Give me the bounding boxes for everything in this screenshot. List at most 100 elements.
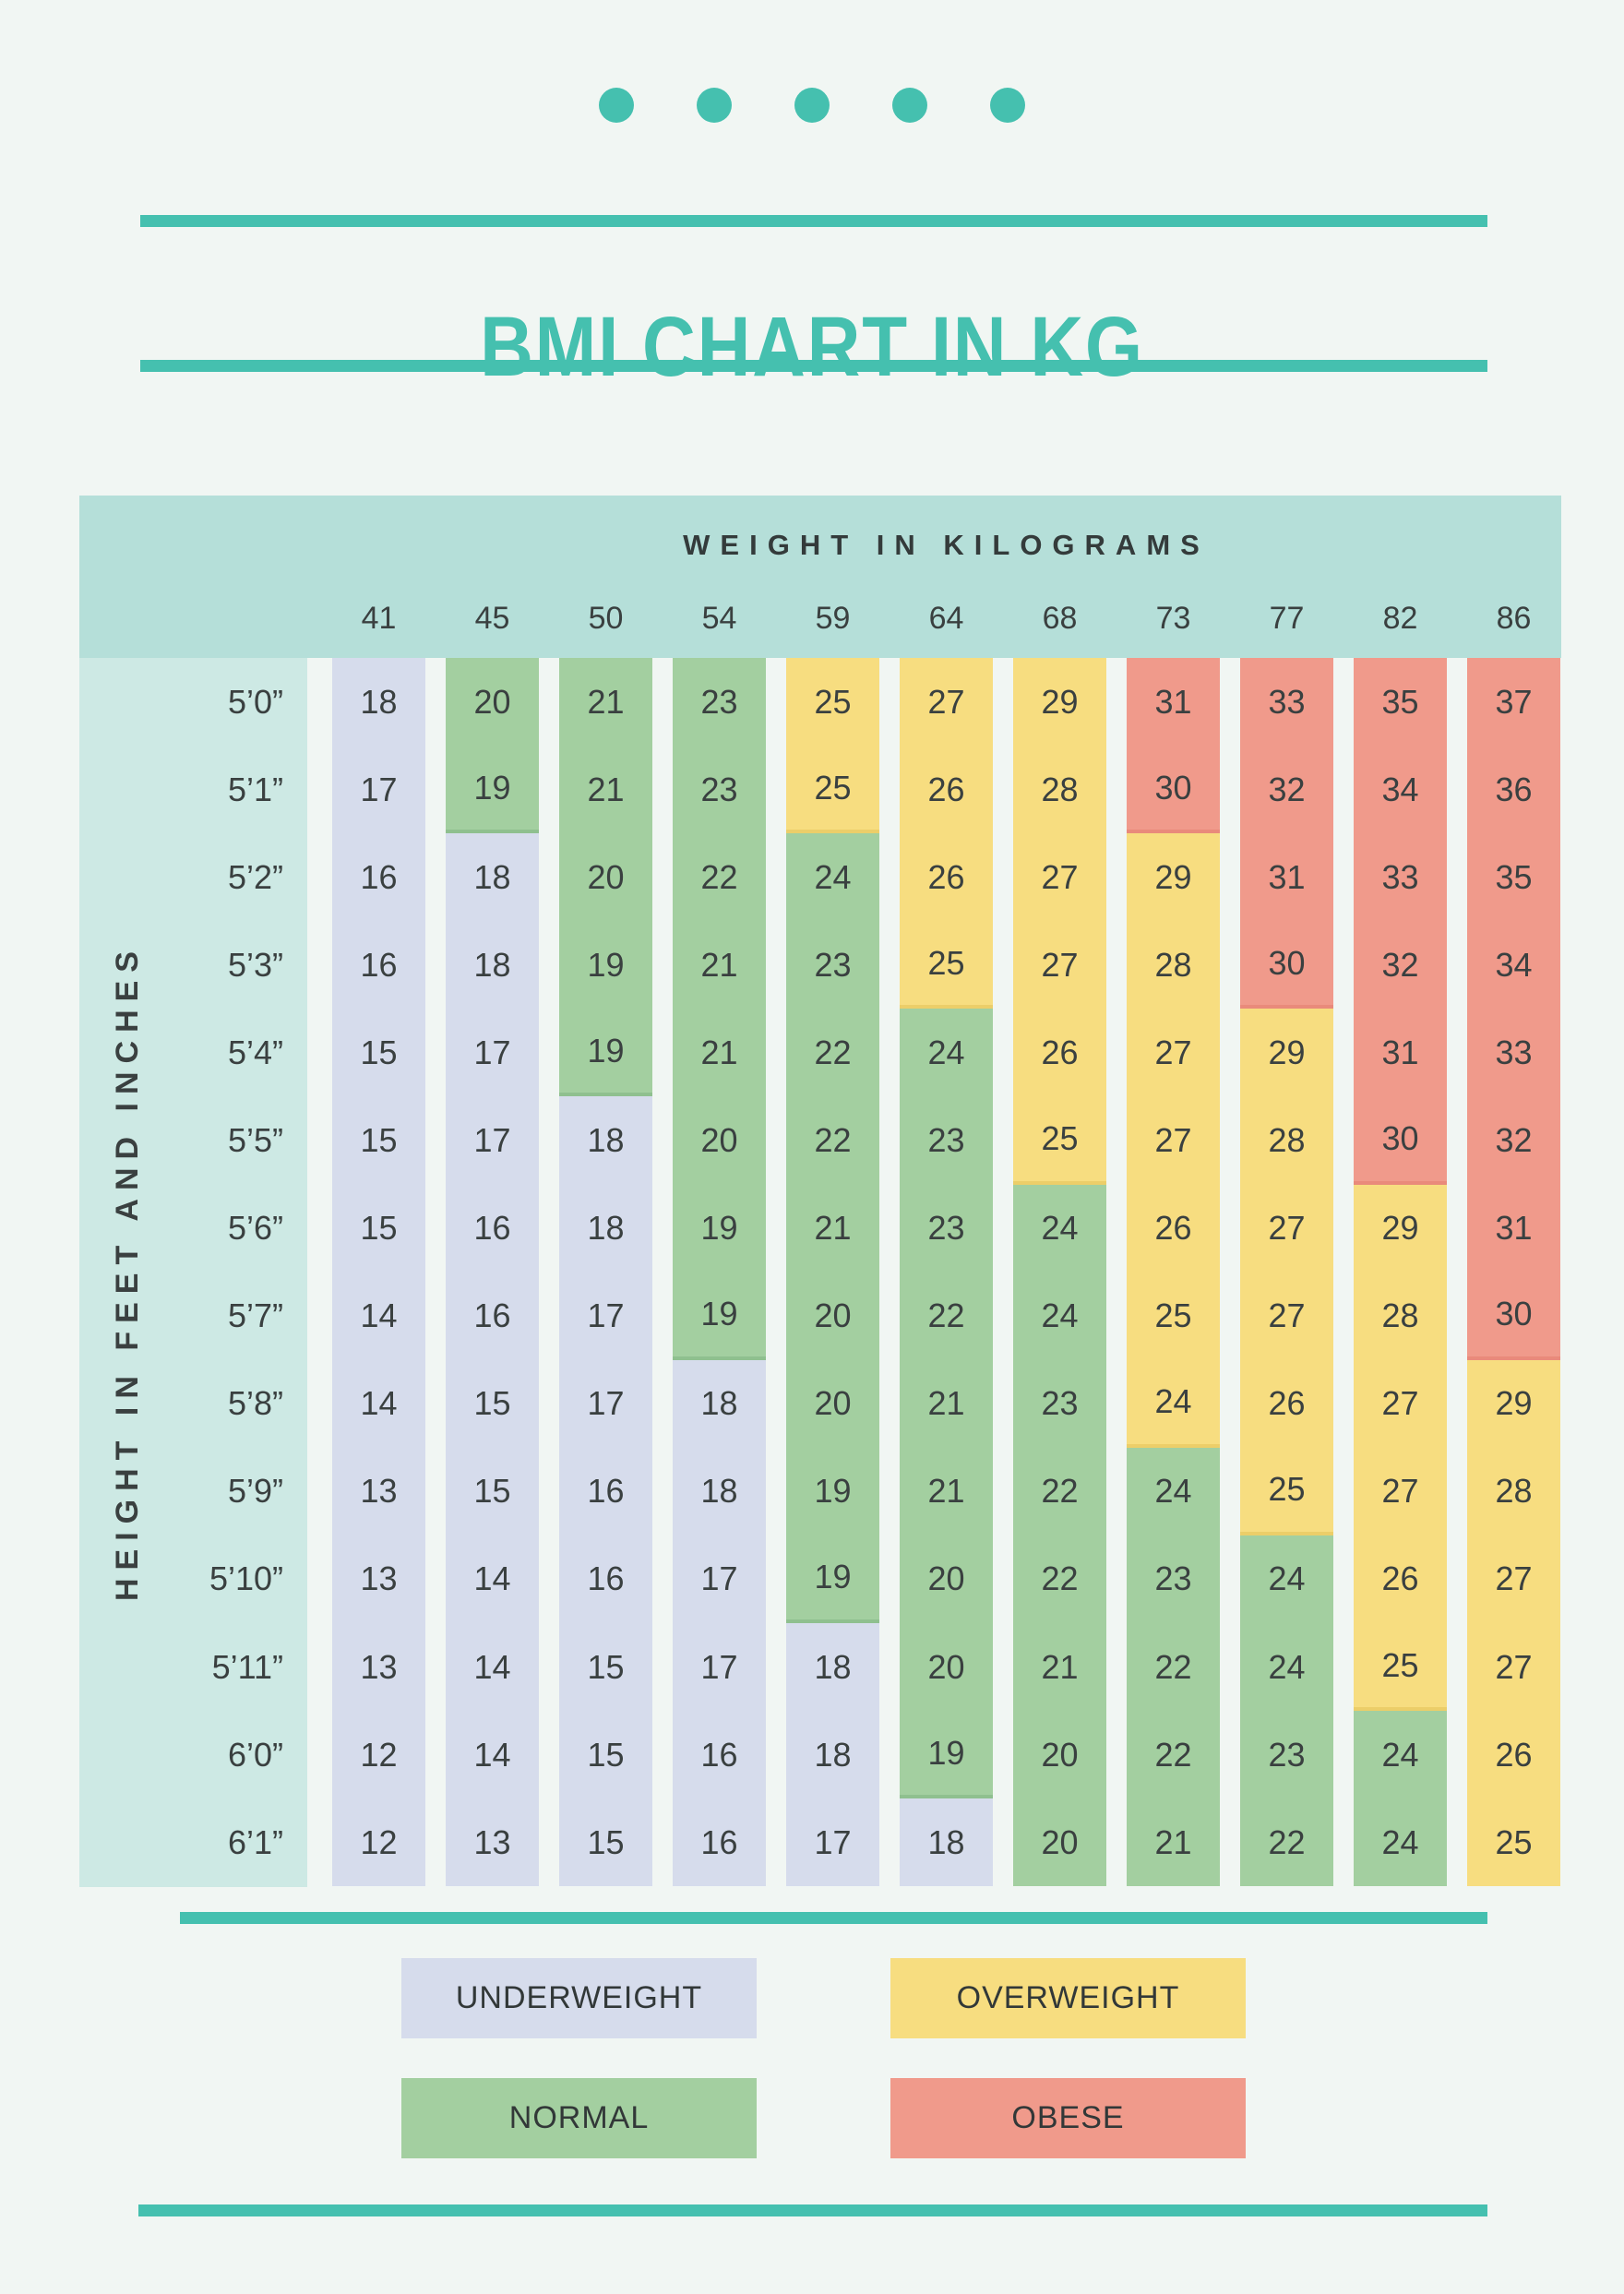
height-axis-label: HEIGHT IN FEET AND INCHES — [110, 943, 145, 1602]
bmi-cell: 16 — [559, 1535, 652, 1624]
bmi-cell: 21 — [786, 1184, 879, 1272]
bmi-cell: 22 — [1013, 1447, 1106, 1535]
bmi-cell: 33 — [1240, 658, 1333, 747]
bmi-cell: 20 — [673, 1096, 766, 1185]
height-row-label: 5’9” — [227, 1472, 283, 1511]
bmi-cell: 19 — [559, 1009, 652, 1097]
bmi-cell: 19 — [900, 1711, 993, 1799]
bmi-cell: 23 — [673, 658, 766, 747]
bmi-cell: 20 — [1013, 1711, 1106, 1799]
bmi-cell: 36 — [1467, 746, 1560, 834]
bmi-cell: 17 — [673, 1623, 766, 1712]
bmi-cell: 30 — [1127, 746, 1220, 834]
bmi-cell: 29 — [1240, 1009, 1333, 1097]
weight-column-header: 64 — [928, 601, 964, 636]
bmi-cell: 23 — [900, 1184, 993, 1272]
bmi-cell: 14 — [332, 1272, 425, 1360]
bmi-column: 35 34 33 32 31 30 29 28 27 27 26 25 24 24 — [1354, 658, 1447, 1887]
legend-rule-top — [180, 1912, 1487, 1924]
bmi-cell: 17 — [673, 1535, 766, 1624]
bmi-cell: 22 — [786, 1009, 879, 1097]
bmi-cell: 22 — [1240, 1798, 1333, 1887]
bmi-cell: 25 — [1240, 1447, 1333, 1535]
bmi-cell: 26 — [1240, 1359, 1333, 1448]
bmi-cell: 23 — [900, 1096, 993, 1185]
bmi-cell: 17 — [446, 1096, 539, 1185]
bmi-cell: 20 — [786, 1272, 879, 1360]
bmi-cell: 21 — [559, 746, 652, 834]
bmi-cell: 18 — [673, 1359, 766, 1448]
bmi-cell: 13 — [332, 1535, 425, 1624]
bmi-cell: 15 — [559, 1711, 652, 1799]
weight-column-header: 68 — [1042, 601, 1078, 636]
bmi-cell: 31 — [1354, 1009, 1447, 1097]
bmi-cell: 23 — [673, 746, 766, 834]
title-rule-top — [140, 215, 1487, 227]
bmi-cell: 31 — [1240, 833, 1333, 922]
bmi-cell: 15 — [559, 1798, 652, 1887]
bmi-cell: 16 — [673, 1711, 766, 1799]
bmi-cell: 26 — [1354, 1535, 1447, 1624]
bmi-cell: 37 — [1467, 658, 1560, 747]
bmi-cell: 16 — [446, 1272, 539, 1360]
bmi-column: 25 25 24 23 22 22 21 20 20 19 19 18 18 17 — [786, 658, 879, 1887]
bmi-cell: 27 — [900, 658, 993, 747]
bmi-cell: 29 — [1127, 833, 1220, 922]
bmi-cell: 33 — [1467, 1009, 1560, 1097]
height-column: HEIGHT IN FEET AND INCHES 5’0” 5’1” 5’2” 5’… — [79, 658, 307, 1887]
bmi-cell: 18 — [786, 1711, 879, 1799]
legend-item-label: UNDERWEIGHT — [455, 1980, 703, 2015]
bmi-cell: 18 — [786, 1623, 879, 1712]
bmi-table: WEIGHT IN KILOGRAMS 41 45 50 54 59 64 68 73 77 82… — [79, 496, 1561, 1887]
bmi-cell: 14 — [446, 1535, 539, 1624]
bmi-cell: 22 — [1127, 1623, 1220, 1712]
bmi-cell: 32 — [1240, 746, 1333, 834]
decor-dot — [892, 88, 927, 123]
bmi-cell: 17 — [446, 1009, 539, 1097]
bmi-cell: 21 — [559, 658, 652, 747]
bmi-cell: 20 — [900, 1535, 993, 1624]
bmi-cell: 21 — [900, 1447, 993, 1535]
bmi-cell: 27 — [1240, 1272, 1333, 1360]
bmi-cell: 23 — [1013, 1359, 1106, 1448]
bmi-cell: 25 — [900, 921, 993, 1010]
bmi-cell: 13 — [446, 1798, 539, 1887]
bmi-cell: 24 — [1013, 1272, 1106, 1360]
bmi-cell: 26 — [1013, 1009, 1106, 1097]
bmi-cell: 22 — [786, 1096, 879, 1185]
weight-column-header: 59 — [815, 601, 851, 636]
bmi-cell: 15 — [446, 1447, 539, 1535]
bmi-column: 27 26 26 25 24 23 23 22 21 21 20 20 19 18 — [900, 658, 993, 1887]
height-row-label: 5’0” — [227, 682, 283, 721]
bmi-cell: 21 — [673, 1009, 766, 1097]
weight-column-header: 45 — [474, 601, 510, 636]
bmi-cell: 28 — [1467, 1447, 1560, 1535]
bmi-cell: 18 — [446, 921, 539, 1010]
bmi-cell: 12 — [332, 1711, 425, 1799]
bmi-column: 20 19 18 18 17 17 16 16 15 15 14 14 14 13 — [446, 658, 539, 1887]
bmi-cell: 32 — [1354, 921, 1447, 1010]
legend-item-label: OBESE — [1011, 2100, 1125, 2135]
height-row-label: 5’11” — [211, 1647, 283, 1686]
bmi-cell: 21 — [1127, 1798, 1220, 1887]
bmi-cell: 29 — [1467, 1359, 1560, 1448]
title-rule-bottom — [140, 360, 1487, 372]
bmi-cell: 16 — [332, 833, 425, 922]
bmi-column: 29 28 27 27 26 25 24 24 23 22 22 21 20 20 — [1013, 658, 1106, 1887]
bmi-cell: 27 — [1013, 921, 1106, 1010]
bmi-cell: 18 — [446, 833, 539, 922]
weight-column-header: 41 — [361, 601, 397, 636]
decor-dots — [0, 88, 1624, 123]
legend-rule-bottom — [138, 2204, 1487, 2216]
bmi-column: 31 30 29 28 27 27 26 25 24 24 23 22 22 21 — [1127, 658, 1220, 1887]
height-row-label: 5’7” — [227, 1296, 283, 1335]
bmi-cell: 24 — [1240, 1623, 1333, 1712]
height-row-label: 6’0” — [227, 1735, 283, 1774]
bmi-cell: 13 — [332, 1623, 425, 1712]
height-row-label: 5’4” — [227, 1033, 283, 1071]
bmi-cell: 24 — [1127, 1359, 1220, 1448]
weight-column-header: 54 — [701, 601, 737, 636]
bmi-cell: 34 — [1354, 746, 1447, 834]
bmi-cell: 28 — [1013, 746, 1106, 834]
bmi-cell: 13 — [332, 1447, 425, 1535]
